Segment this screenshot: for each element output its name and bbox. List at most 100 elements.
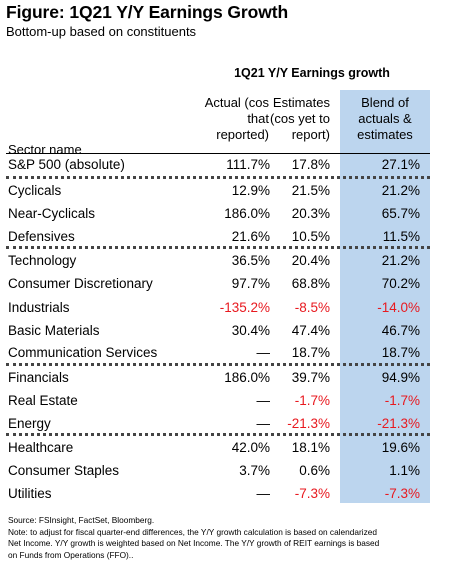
table-row: Technology 36.5% 20.4% 21.2% <box>0 250 463 272</box>
table-row: Financials 186.0% 39.7% 94.9% <box>0 367 463 389</box>
cell-actual: — <box>256 345 271 360</box>
cell-sector: Utilities <box>8 486 52 501</box>
cell-sector: Basic Materials <box>8 323 100 338</box>
cell-blend: 11.5% <box>382 229 420 244</box>
cell-sector: Industrials <box>8 300 70 315</box>
cell-actual: 97.7% <box>231 276 270 291</box>
column-header-line: estimates <box>357 126 413 142</box>
page-title: Figure: 1Q21 Y/Y Earnings Growth <box>6 2 289 22</box>
column-header-blend: Blend of actuals & estimates <box>340 95 430 142</box>
cell-estimates: -7.3% <box>294 486 330 501</box>
cell-sector: Near-Cyclicals <box>8 206 96 221</box>
cell-blend: 65.7% <box>381 206 420 221</box>
table-row: S&P 500 (absolute) 111.7% 17.8% 27.1% <box>0 154 463 176</box>
table-row: Communication Services — 18.7% 18.7% <box>0 342 463 364</box>
column-header-line: (cos yet to <box>270 110 330 126</box>
footnote-line: Source: FSInsight, FactSet, Bloomberg. <box>8 515 155 525</box>
page-subtitle: Bottom-up based on constituents <box>6 24 197 39</box>
column-header-line: actuals & <box>358 110 412 126</box>
cell-estimates: 10.5% <box>291 229 330 244</box>
cell-blend: -1.7% <box>384 393 420 408</box>
table-row: Consumer Discretionary 97.7% 68.8% 70.2% <box>0 273 463 295</box>
table-row: Healthcare 42.0% 18.1% 19.6% <box>0 437 463 459</box>
cell-sector: Communication Services <box>8 345 158 360</box>
cell-sector: Consumer Discretionary <box>8 276 153 291</box>
cell-blend: 94.9% <box>381 370 420 385</box>
cell-sector: Consumer Staples <box>8 463 120 478</box>
cell-blend: 19.6% <box>381 440 420 455</box>
cell-blend: 18.7% <box>381 345 420 360</box>
cell-estimates: 18.7% <box>291 345 330 360</box>
footnote-line: Net Income. Y/Y growth is weighted based… <box>8 538 380 549</box>
cell-actual: 36.5% <box>231 253 270 268</box>
cell-estimates: 20.3% <box>291 206 330 221</box>
column-header-line: Estimates <box>272 95 330 110</box>
cell-blend: 21.2% <box>381 183 420 198</box>
cell-estimates: 0.6% <box>299 463 330 478</box>
cell-estimates: -21.3% <box>287 416 330 431</box>
cell-actual: — <box>256 393 271 408</box>
table-row: Near-Cyclicals 186.0% 20.3% 65.7% <box>0 203 463 225</box>
table-row: Energy — -21.3% -21.3% <box>0 413 463 435</box>
cell-estimates: -8.5% <box>294 300 330 315</box>
column-header-line: reported) <box>216 126 269 142</box>
cell-actual: 12.9% <box>231 183 270 198</box>
cell-actual: 3.7% <box>239 463 270 478</box>
cell-actual: -135.2% <box>219 300 270 315</box>
cell-sector: Cyclicals <box>8 183 62 198</box>
table-row: Consumer Staples 3.7% 0.6% 1.1% <box>0 460 463 482</box>
table-row: Industrials -135.2% -8.5% -14.0% <box>0 297 463 319</box>
cell-actual: 186.0% <box>224 370 270 385</box>
cell-blend: 46.7% <box>381 323 420 338</box>
cell-blend: 1.1% <box>389 463 420 478</box>
cell-sector: Energy <box>8 416 51 431</box>
cell-blend: 70.2% <box>381 276 420 291</box>
cell-sector: Financials <box>8 370 69 385</box>
column-header-estimates: Estimates (cos yet to report) <box>270 95 330 142</box>
cell-actual: 111.7% <box>226 157 270 172</box>
cell-sector: Technology <box>8 253 77 268</box>
cell-actual: 30.4% <box>231 323 270 338</box>
column-header-line: that <box>247 110 269 126</box>
table-row: Basic Materials 30.4% 47.4% 46.7% <box>0 320 463 342</box>
footnote-line: on Funds from Operations (FFO).. <box>8 549 134 560</box>
cell-actual: — <box>256 416 271 431</box>
column-header-line: Actual (cos <box>204 95 269 110</box>
cell-estimates: 39.7% <box>291 370 330 385</box>
row-divider <box>6 433 430 436</box>
cell-sector: S&P 500 (absolute) <box>8 157 125 172</box>
cell-blend: -14.0% <box>377 300 420 315</box>
cell-blend: -21.3% <box>377 416 420 431</box>
footnote: Source: FSInsight, FactSet, Bloomberg. N… <box>8 515 453 561</box>
row-divider <box>6 176 430 179</box>
cell-blend: -7.3% <box>384 486 420 501</box>
cell-actual: 186.0% <box>224 206 270 221</box>
column-header-line: report) <box>291 126 330 142</box>
cell-estimates: 47.4% <box>291 323 330 338</box>
cell-sector: Defensives <box>8 229 75 244</box>
row-divider <box>6 153 430 154</box>
cell-sector: Real Estate <box>8 393 78 408</box>
table-row: Utilities — -7.3% -7.3% <box>0 483 463 505</box>
table-row: Real Estate — -1.7% -1.7% <box>0 390 463 412</box>
column-header-line: Blend of <box>361 95 409 110</box>
cell-estimates: 18.1% <box>291 440 330 455</box>
cell-blend: 27.1% <box>381 157 420 172</box>
cell-blend: 21.2% <box>381 253 420 268</box>
footnote-line: Note: to adjust for fiscal quarter-end d… <box>8 526 377 537</box>
row-divider <box>6 363 430 366</box>
table-row: Cyclicals 12.9% 21.5% 21.2% <box>0 180 463 202</box>
table-row: Defensives 21.6% 10.5% 11.5% <box>0 226 463 248</box>
cell-estimates: 68.8% <box>291 276 330 291</box>
row-divider <box>6 246 430 249</box>
cell-actual: 21.6% <box>231 229 270 244</box>
cell-estimates: 20.4% <box>291 253 330 268</box>
cell-estimates: 17.8% <box>291 157 330 172</box>
cell-estimates: -1.7% <box>294 393 330 408</box>
cell-actual: 42.0% <box>231 440 270 455</box>
group-header: 1Q21 Y/Y Earnings growth <box>234 66 390 80</box>
cell-sector: Healthcare <box>8 440 74 455</box>
cell-actual: — <box>256 486 271 501</box>
column-header-actual: Actual (cos that reported) <box>205 95 269 142</box>
cell-estimates: 21.5% <box>291 183 330 198</box>
